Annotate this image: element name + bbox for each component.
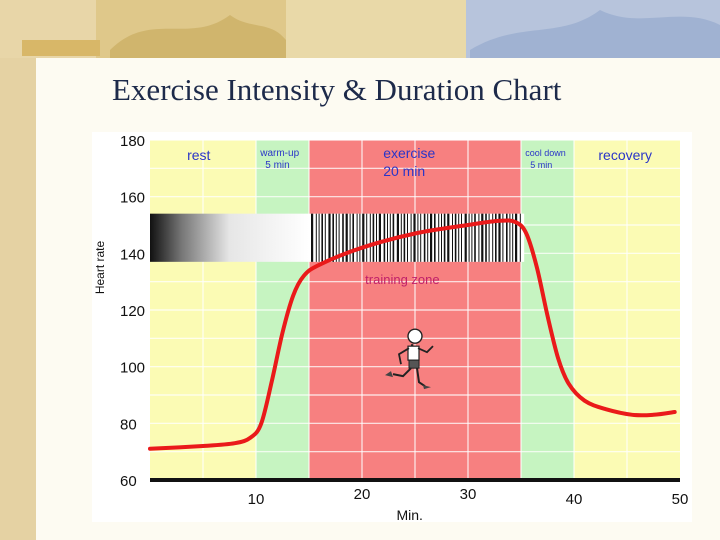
y-tick-label: 120 <box>120 303 145 320</box>
training-zone-stripe <box>471 213 473 262</box>
training-zone-stripe <box>474 213 476 262</box>
y-tick-label: 160 <box>120 190 145 207</box>
training-zone-stripe <box>464 213 467 262</box>
training-zone-stripe <box>345 213 348 262</box>
training-zone-stripe <box>481 213 484 262</box>
training-zone-stripe <box>369 213 371 262</box>
x-tick-label: 10 <box>248 491 265 508</box>
training-zone-stripe <box>454 213 457 262</box>
training-zone-stripe <box>366 213 368 262</box>
training-zone-stripe <box>506 213 508 262</box>
training-zone-stripe <box>407 213 408 262</box>
training-zone-stripe <box>427 213 429 262</box>
phase-label-recovery: recovery <box>598 147 652 163</box>
training-zone-stripe <box>512 213 514 262</box>
y-tick-label: 140 <box>120 246 145 263</box>
training-zone-stripe <box>447 213 450 262</box>
training-zone-stripe <box>378 213 381 262</box>
training-zone-stripe <box>515 213 518 262</box>
training-zone-stripe <box>342 213 344 262</box>
training-zone-stripe <box>502 213 504 262</box>
phase-label-exercise: exercise <box>383 145 435 161</box>
x-tick-label: 20 <box>354 486 371 503</box>
training-zone-stripe <box>492 213 494 262</box>
training-zone-stripe <box>434 213 436 262</box>
heart-rate-line <box>148 218 677 451</box>
training-zone-stripe <box>413 213 416 262</box>
training-zone-stripe <box>359 213 361 262</box>
training-zone-stripe <box>441 213 442 262</box>
training-zone-stripe <box>356 213 358 262</box>
training-zone-stripe <box>495 213 497 262</box>
training-zone-stripe <box>458 213 460 262</box>
training-zone-label: training zone <box>365 272 439 287</box>
x-tick-label: 30 <box>460 486 477 503</box>
y-tick-label: 80 <box>120 416 137 433</box>
training-zone-gradient <box>150 213 309 262</box>
training-zone-stripe <box>417 213 419 262</box>
runner-figure <box>385 328 434 390</box>
training-zone-stripe <box>498 213 501 262</box>
training-zone-stripe <box>519 213 521 262</box>
phase-label-rest: rest <box>187 147 210 163</box>
training-zone-stripe <box>485 213 487 262</box>
phase-sublabel-exercise: 20 min <box>383 163 425 179</box>
training-zone-stripe <box>461 213 462 262</box>
training-zone-stripe <box>383 213 386 262</box>
training-zone-stripe <box>410 213 412 262</box>
training-zone-stripe <box>430 213 433 262</box>
y-tick-label: 180 <box>120 133 145 150</box>
training-zone-stripe <box>468 213 470 262</box>
phase-sublabel-cool-down: 5 min <box>530 160 552 170</box>
x-axis-label: Min. <box>396 507 422 522</box>
training-zone-stripe <box>362 213 365 262</box>
training-zone-stripe <box>420 213 422 262</box>
training-zone-stripe <box>324 213 326 262</box>
training-zone-stripe <box>443 213 446 262</box>
training-zone-stripe <box>509 213 511 262</box>
x-tick-label: 40 <box>566 491 583 508</box>
training-zone-stripe <box>488 213 490 262</box>
training-zone-stripe <box>478 213 480 262</box>
training-zone-stripe <box>338 213 340 262</box>
training-zone-stripe <box>335 213 337 262</box>
training-zone-stripe <box>328 213 331 262</box>
training-zone-stripe <box>315 213 317 262</box>
training-zone-stripe <box>376 213 377 262</box>
training-zone-stripe <box>318 213 320 262</box>
phase-label-warm-up: warm-up <box>259 148 299 159</box>
slide-title: Exercise Intensity & Duration Chart <box>112 72 562 107</box>
y-axis-label: Heart rate <box>93 240 107 294</box>
training-zone-stripe <box>423 213 426 262</box>
training-zone-stripe <box>352 213 354 262</box>
training-zone-stripe <box>332 213 334 262</box>
training-zone-stripe <box>349 213 351 262</box>
training-zone-stripe <box>438 213 440 262</box>
y-tick-label: 100 <box>120 360 145 377</box>
phase-label-cool-down: cool down <box>525 148 566 158</box>
training-zone-stripe <box>321 213 323 262</box>
y-tick-label: 60 <box>120 473 137 490</box>
training-zone-stripe <box>372 213 375 262</box>
training-zone-stripe <box>452 213 453 262</box>
training-zone-stripe <box>311 213 314 262</box>
phase-sublabel-warm-up: 5 min <box>265 160 289 171</box>
x-tick-label: 50 <box>672 491 689 508</box>
training-zone-stripe <box>387 213 388 262</box>
